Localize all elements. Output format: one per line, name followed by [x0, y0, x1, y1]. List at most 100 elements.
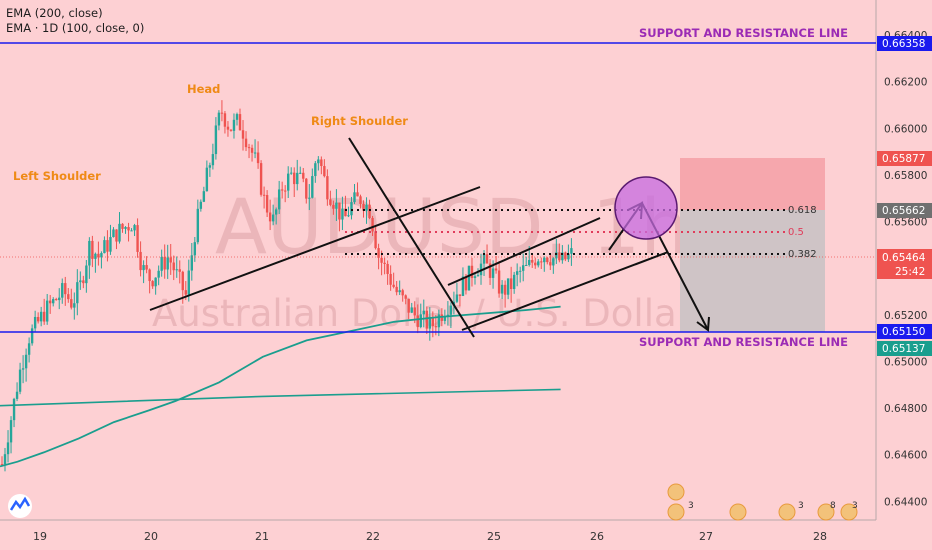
candle-body [371, 217, 374, 232]
label-left-shoulder[interactable]: Left Shoulder [13, 169, 101, 183]
candle-body [570, 248, 573, 254]
badge-sr-top: 0.66358 [877, 36, 932, 51]
svg-text:25:42: 25:42 [895, 266, 925, 278]
candle-body [55, 299, 58, 301]
candle-body [528, 259, 531, 265]
svg-text:0.66358: 0.66358 [882, 38, 925, 50]
candle-body [525, 264, 528, 266]
candle-body [494, 268, 498, 271]
candle-body [419, 314, 422, 328]
tradingview-logo-icon[interactable] [8, 494, 32, 518]
candle-body [178, 269, 181, 272]
candle-body [45, 300, 49, 322]
candle-body [139, 251, 142, 271]
candle-body [49, 300, 52, 304]
candle-body [124, 227, 127, 229]
trendlines[interactable] [149, 137, 710, 338]
candle-body [235, 114, 239, 120]
candle-body [503, 284, 507, 295]
candle-body [52, 299, 55, 304]
x-tick-label: 22 [366, 530, 380, 543]
ema100d-line[interactable] [0, 388, 561, 407]
label-head[interactable]: Head [187, 82, 220, 96]
candle-body [323, 166, 326, 177]
badge-stop: 0.65877 [877, 151, 932, 166]
candle-body [476, 275, 480, 277]
candle-body [534, 262, 537, 266]
candle-body [317, 159, 320, 164]
candle-body [290, 172, 293, 174]
x-tick-label: 27 [699, 530, 713, 543]
candle-body [431, 316, 435, 327]
candle-body [347, 215, 350, 217]
candle-body [118, 223, 121, 242]
candle-body [518, 270, 522, 272]
candle-body [540, 261, 543, 263]
target-circle[interactable] [614, 176, 678, 240]
candle-body [320, 159, 323, 167]
candle-body [24, 354, 28, 369]
candle-body [341, 208, 344, 220]
candle-body [326, 176, 329, 200]
legend-ema100d[interactable]: EMA · 1D (100, close, 0) [6, 21, 145, 35]
badge-last: 0.65464 25:42 [877, 249, 932, 279]
candle-body [395, 286, 398, 293]
event-markers[interactable]: 3 3 8 3 [667, 483, 858, 521]
channel-upper [447, 217, 601, 286]
candle-body [350, 202, 353, 216]
candle-body [338, 202, 341, 220]
time-axis[interactable]: 19 20 21 22 25 26 27 28 [33, 530, 827, 543]
candle-body [229, 129, 233, 131]
candle-body [121, 223, 124, 229]
label-sr-top[interactable]: SUPPORT AND RESISTANCE LINE [639, 26, 848, 40]
candle-body [12, 398, 16, 421]
candle-body [410, 307, 413, 313]
y-tick-label: 0.65000 [884, 356, 927, 368]
y-tick-label: 0.64400 [884, 496, 927, 508]
candle-body [172, 262, 175, 271]
candle-body [335, 202, 338, 209]
candle-body [166, 257, 169, 270]
candle-body [39, 311, 43, 322]
legend-ema200[interactable]: EMA (200, close) [6, 6, 103, 20]
candle-body [280, 189, 284, 191]
candle-body [521, 265, 525, 271]
candle-body [184, 290, 187, 295]
candle-body [434, 326, 438, 328]
candle-body [85, 265, 88, 284]
candle-body [18, 369, 22, 392]
candle-body [506, 278, 510, 295]
drop-line [348, 137, 475, 338]
event-flag-icon [778, 503, 796, 521]
candle-body [76, 282, 79, 304]
candle-body [220, 112, 224, 114]
candle-body [94, 253, 97, 259]
badge-entry: 0.65662 [877, 203, 932, 218]
label-right-shoulder[interactable]: Right Shoulder [311, 114, 408, 128]
candle-body [293, 172, 296, 185]
candle-body [473, 276, 477, 278]
candle-body [181, 271, 184, 291]
candle-body [109, 237, 112, 252]
candle-body [256, 152, 260, 164]
candle-body [383, 262, 386, 264]
candle-body [491, 268, 495, 278]
candle-body [413, 307, 416, 316]
candle-body [15, 391, 19, 399]
candle-body [136, 225, 139, 252]
event-flag-icon [667, 503, 685, 521]
fib-5-label: 0.5 [788, 227, 804, 238]
candle-body [467, 265, 471, 291]
candle-body [154, 277, 157, 287]
candle-body [458, 294, 462, 296]
label-sr-bottom[interactable]: SUPPORT AND RESISTANCE LINE [639, 335, 848, 349]
stop-zone[interactable] [680, 158, 825, 210]
target-zone[interactable] [680, 210, 825, 332]
candle-body [103, 240, 106, 254]
candle-body [106, 240, 109, 252]
candle-body [549, 262, 552, 266]
candle-body [332, 204, 335, 209]
candle-body [157, 270, 160, 278]
